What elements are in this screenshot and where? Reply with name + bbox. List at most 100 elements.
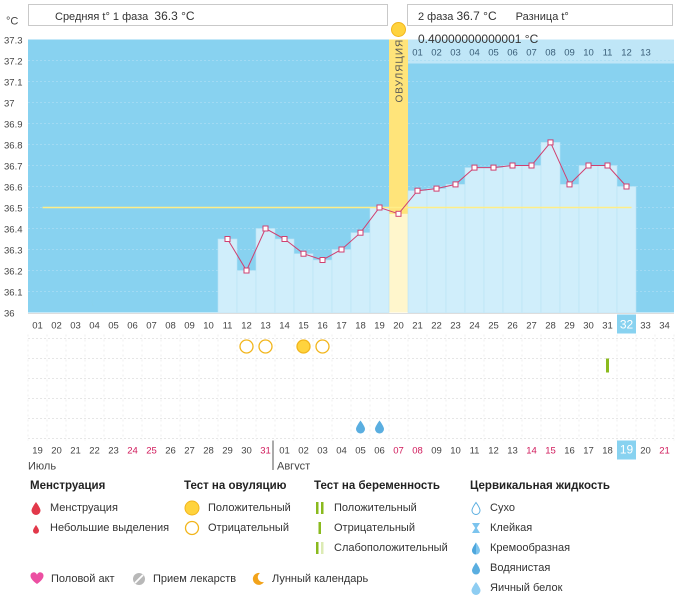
calendar-day-label: 01 (279, 446, 290, 457)
current-cycle-day-highlight (617, 314, 636, 334)
legend-cervical: Цервикальная жидкость Сухо Клейкая Кремо… (470, 480, 610, 598)
legend-medication: Прием лекарств (132, 572, 236, 586)
calendar-day-label: 29 (222, 446, 233, 457)
temperature-point (281, 236, 288, 242)
temperature-point (604, 162, 611, 169)
phase1-label: Средняя t° 1 фаза (55, 11, 149, 23)
negative-test-circle-icon (184, 520, 200, 536)
temperature-point (490, 164, 497, 171)
calendar-day-label: 16 (564, 446, 575, 457)
calendar-day-label: 18 (602, 446, 613, 457)
phase2-day-label: 09 (564, 48, 575, 59)
temperature-line (227, 141, 627, 272)
temperature-point (224, 236, 231, 242)
phase2-value: 36.7 °C (456, 9, 497, 23)
faint-strip-icon (316, 542, 324, 554)
watery-drop-icon (472, 562, 480, 575)
ovulation-test-positive-icon (296, 339, 311, 354)
temperature-bar (312, 259, 333, 313)
ovulation-test-negative-icon (239, 339, 254, 354)
y-tick-label: 36.2 (4, 267, 23, 278)
legend-item: Положительный (208, 502, 291, 514)
cycle-day-label: 19 (374, 321, 385, 332)
legend-title: Тест на овуляцию (184, 480, 287, 492)
ovulation-label: ОВУЛЯЦИЯ (395, 39, 406, 103)
phase2-day-label: 05 (488, 48, 499, 59)
moon-icon (252, 572, 264, 585)
temperature-point (300, 250, 307, 257)
calendar-day-label: 05 (355, 446, 366, 457)
cycle-day-label: 30 (583, 321, 594, 332)
diff-value: 0.40000000000001 °C (418, 32, 539, 46)
cycle-day-label: 04 (89, 321, 100, 332)
month-label: Август (277, 461, 310, 471)
y-tick-label: 36.8 (4, 141, 23, 152)
legend-item: Отрицательный (334, 522, 415, 534)
calendar-day-label: 27 (184, 446, 195, 457)
legend-intercourse: Половой акт (30, 572, 115, 585)
legend-item: Положительный (334, 502, 417, 514)
calendar-day-label: 19 (32, 446, 43, 457)
calendar-day-label: 17 (583, 446, 594, 457)
cycle-day-label: 22 (431, 321, 442, 332)
month-label: Июль (28, 461, 56, 471)
legend-item: Слабоположительный (334, 542, 448, 554)
temperature-bar (597, 165, 618, 313)
sticky-icon (472, 523, 480, 533)
temperature-bar (236, 270, 257, 313)
legend-pregnancy-test: Тест на беременность Положительный Отриц… (314, 480, 448, 558)
y-tick-label: 37.3 (4, 36, 23, 47)
phase2-day-label: 03 (450, 48, 461, 59)
positive-strip-icon (316, 502, 324, 514)
temperature-point (319, 257, 326, 263)
phase2-day-label: 06 (507, 48, 518, 59)
phase2-day-label: 11 (603, 48, 613, 59)
temperature-point (585, 162, 592, 169)
temperature-bar (559, 184, 580, 313)
temperature-point (376, 204, 383, 211)
temperature-point (471, 164, 478, 171)
calendar-day-label: 14 (526, 446, 537, 457)
cycle-day-label: 29 (564, 321, 575, 332)
calendar-day-label: 25 (146, 446, 157, 457)
phase2-day-label: 07 (526, 48, 537, 59)
calendar-day-label: 09 (431, 446, 442, 457)
temperature-bar (255, 228, 276, 313)
phase2-day-label: 13 (640, 48, 651, 59)
spotting-drop-icon (33, 525, 39, 534)
temperature-bar (445, 184, 466, 313)
cycle-day-label: 34 (659, 321, 670, 332)
ovulation-sun-icon (391, 22, 406, 37)
watery-drop-icon (356, 420, 365, 434)
cycle-day-label: 20 (393, 321, 404, 332)
dry-drop-icon (471, 501, 481, 515)
temperature-point (528, 162, 535, 169)
phase2-day-label: 10 (583, 48, 594, 59)
today-highlight (617, 440, 636, 460)
phase2-day-label: 04 (469, 48, 480, 59)
calendar-day-label: 21 (70, 446, 81, 457)
temperature-bar (540, 142, 561, 313)
cycle-day-label: 17 (336, 321, 347, 332)
temperature-chart: ОВУЛЯЦИЯ °C 36 36.1 36.2 36.3 36.4 36.5 36.6 36.7… (4, 16, 675, 471)
cycle-day-label: 08 (165, 321, 176, 332)
heart-icon (30, 572, 44, 584)
temperature-bar (578, 165, 599, 313)
cycle-day-label: 14 (279, 321, 290, 332)
legend-lunar: Лунный календарь (251, 572, 368, 586)
cycle-day-label: 24 (469, 321, 480, 332)
y-tick-label: 37.1 (4, 78, 23, 89)
y-tick-label: 36.9 (4, 120, 23, 131)
cycle-day-label: 05 (108, 321, 119, 332)
temperature-bar (502, 165, 523, 313)
cycle-day-label: 09 (184, 321, 195, 332)
temperature-bar (331, 249, 352, 313)
legend-title: Менструация (30, 480, 106, 492)
cycle-day-label: 18 (355, 321, 366, 332)
temperature-bar (483, 167, 504, 313)
cycle-day-label: 03 (70, 321, 81, 332)
pregnancy-test-negative-icon (606, 358, 609, 373)
cycle-day-label: 33 (640, 321, 651, 332)
temperature-point (338, 246, 345, 253)
calendar-day-label: 20 (640, 446, 651, 457)
